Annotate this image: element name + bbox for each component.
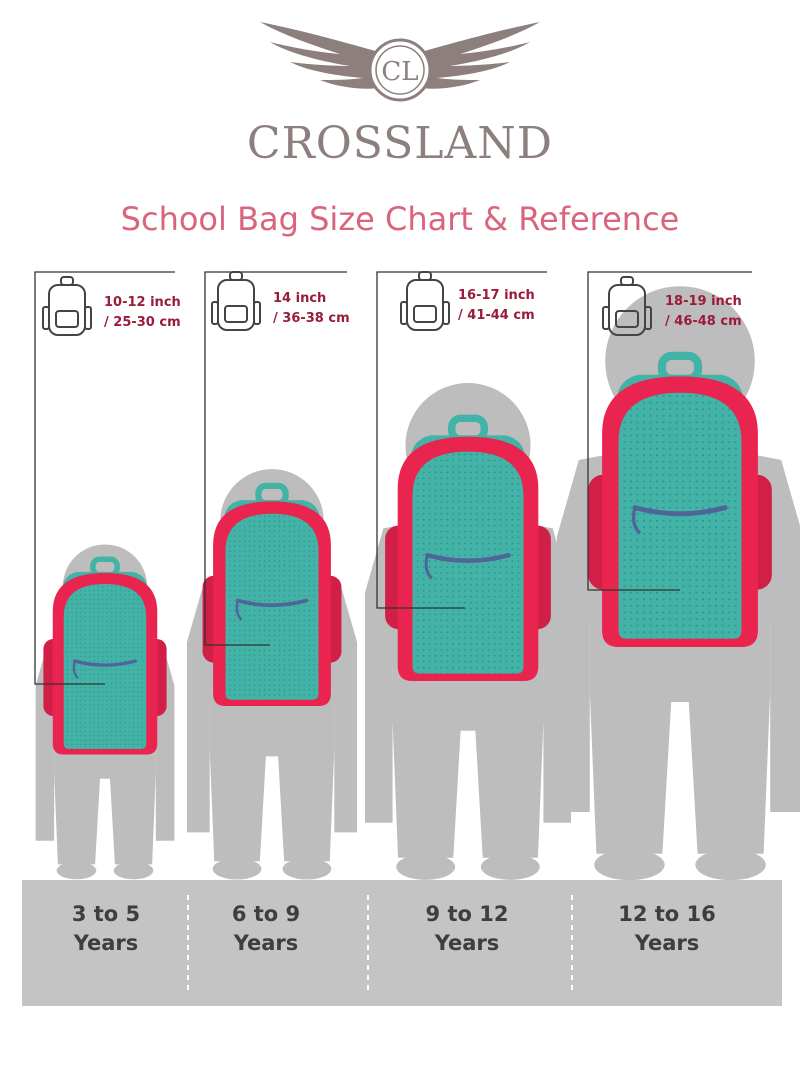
brand-name: CROSSLAND: [246, 118, 554, 169]
size-bracket-3: [376, 271, 547, 609]
size-bracket-1: [34, 271, 175, 685]
age-label-3: 9 to 12 Years: [425, 902, 509, 955]
backpack-icon: [400, 271, 450, 331]
size-bracket-2: [204, 271, 347, 646]
size-label-3: 16-17 inch / 41-44 cm: [458, 288, 535, 323]
age-label-2: 6 to 9 Years: [231, 902, 301, 955]
wings-logo-icon: CL: [260, 22, 540, 102]
backpack-icon: [42, 276, 92, 336]
size-label-4: 18-19 inch / 46-48 cm: [665, 294, 742, 329]
age-label-1: 3 to 5 Years: [71, 902, 141, 955]
chart-title: School Bag Size Chart & Reference: [120, 200, 680, 238]
age-band: [22, 880, 782, 1006]
backpack-10-12-inch: [43, 559, 166, 754]
backpack-18-19-inch: [588, 356, 772, 647]
backpack-16-17-inch: [385, 418, 551, 681]
backpack-icon: [211, 271, 261, 331]
backpack-14-inch: [203, 486, 342, 706]
size-label-2: 14 inch / 36-38 cm: [273, 291, 350, 326]
age-label-4: 12 to 16 Years: [618, 902, 716, 955]
logo-monogram: CL: [381, 57, 418, 87]
size-bracket-4: [587, 271, 752, 591]
size-label-1: 10-12 inch / 25-30 cm: [104, 295, 181, 330]
